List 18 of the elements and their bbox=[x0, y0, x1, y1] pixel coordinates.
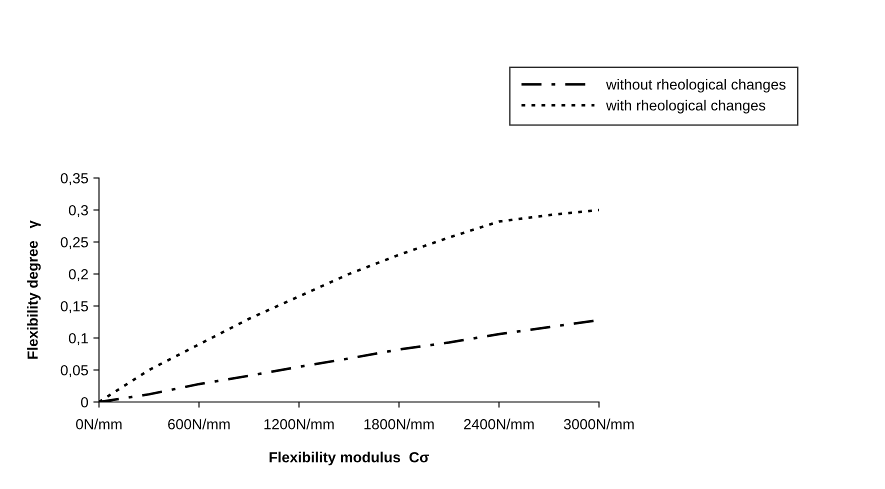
y-tick-label: 0,15 bbox=[60, 301, 88, 314]
y-tick-label: 0,3 bbox=[68, 205, 88, 218]
y-tick-label: 0,05 bbox=[60, 365, 88, 378]
legend-label: without rheological changes bbox=[606, 78, 786, 93]
x-axis-title: Flexibility modulus Cσ bbox=[270, 452, 430, 466]
x-tick-label: 2400N/mm bbox=[464, 418, 534, 430]
y-tick-label: 0,2 bbox=[68, 269, 88, 282]
legend-label: with rheological changes bbox=[606, 100, 766, 114]
x-tick-label: 1200N/mm bbox=[264, 418, 334, 430]
y-tick-label: 0,25 bbox=[60, 237, 88, 250]
x-tick-label: 0N/mm bbox=[76, 418, 122, 430]
y-tick-label: 0,1 bbox=[68, 333, 88, 346]
y-tick-label: 0,35 bbox=[60, 173, 88, 186]
y-tick-label: 0 bbox=[81, 397, 88, 408]
x-tick-label: 3000N/mm bbox=[564, 418, 634, 430]
x-tick-label: 600N/mm bbox=[168, 418, 230, 430]
x-tick-label: 1800N/mm bbox=[364, 418, 434, 430]
y-axis-title: Flexibility degree γ bbox=[27, 220, 41, 359]
